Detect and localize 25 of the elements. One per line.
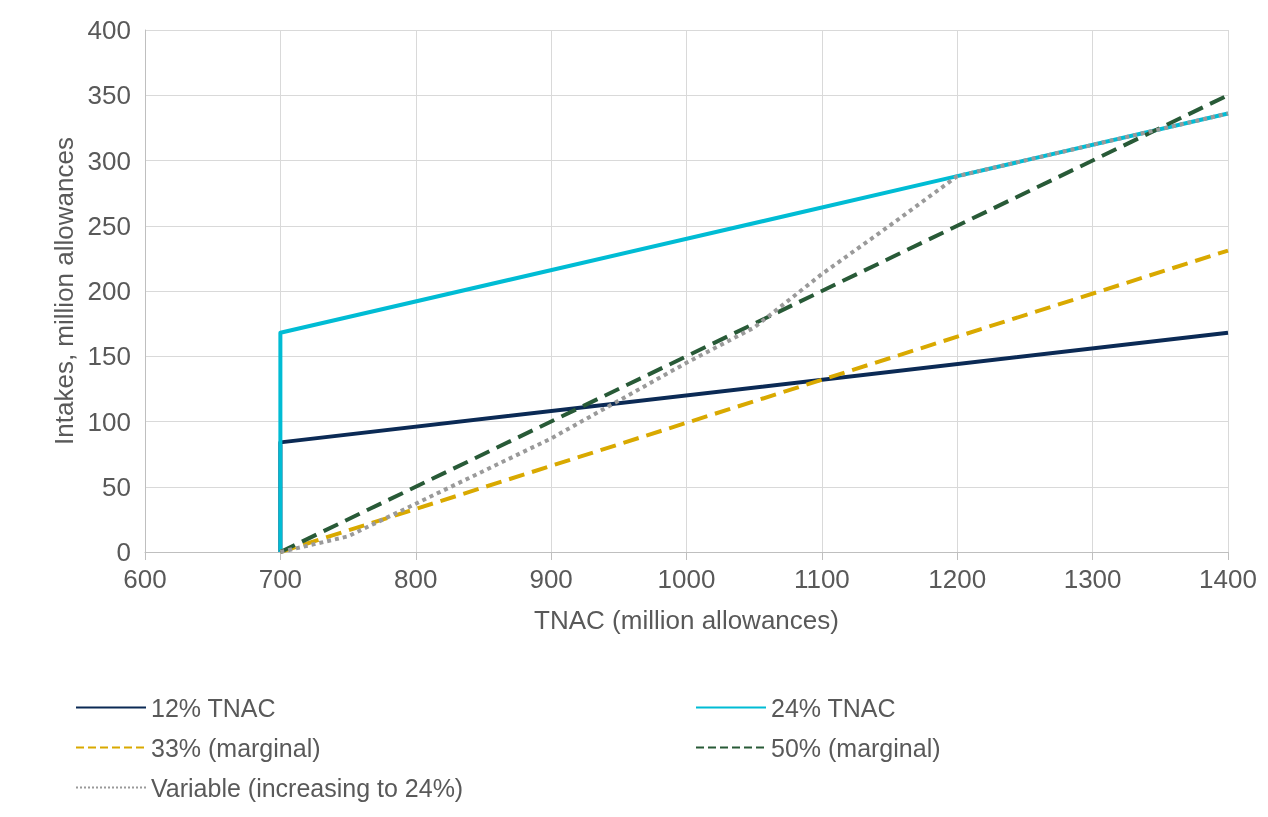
y-tick-label: 250 [87,210,131,241]
legend-label: 50% (marginal) [771,733,941,762]
x-tick-label: 900 [529,564,573,594]
x-tick-label: 1300 [1063,564,1122,594]
y-tick-label: 100 [87,406,131,437]
y-tick-label: 50 [102,471,131,502]
y-tick-label: 200 [87,276,131,306]
y-tick-label: 300 [87,145,131,176]
legend-label: 24% TNAC [771,693,896,722]
x-tick-label: 600 [123,564,167,594]
x-tick-label: 1000 [657,564,716,594]
y-tick-label: 350 [87,80,131,111]
y-axis-title: Intakes, million allowances [48,137,79,445]
x-tick-label: 700 [258,564,303,594]
legend-label: 33% (marginal) [151,733,321,762]
x-tick-label: 1200 [928,564,987,594]
x-tick-label: 800 [394,564,438,594]
x-axis-title: TNAC (million allowances) [534,605,839,635]
y-tick-label: 0 [116,537,131,567]
legend-label: Variable (increasing to 24%) [151,773,464,802]
y-tick-label: 400 [87,15,131,45]
y-tick-label: 150 [87,341,131,372]
legend-label: 12% TNAC [151,693,276,722]
x-tick-label: 1400 [1199,564,1257,594]
x-tick-label: 1100 [793,564,850,594]
